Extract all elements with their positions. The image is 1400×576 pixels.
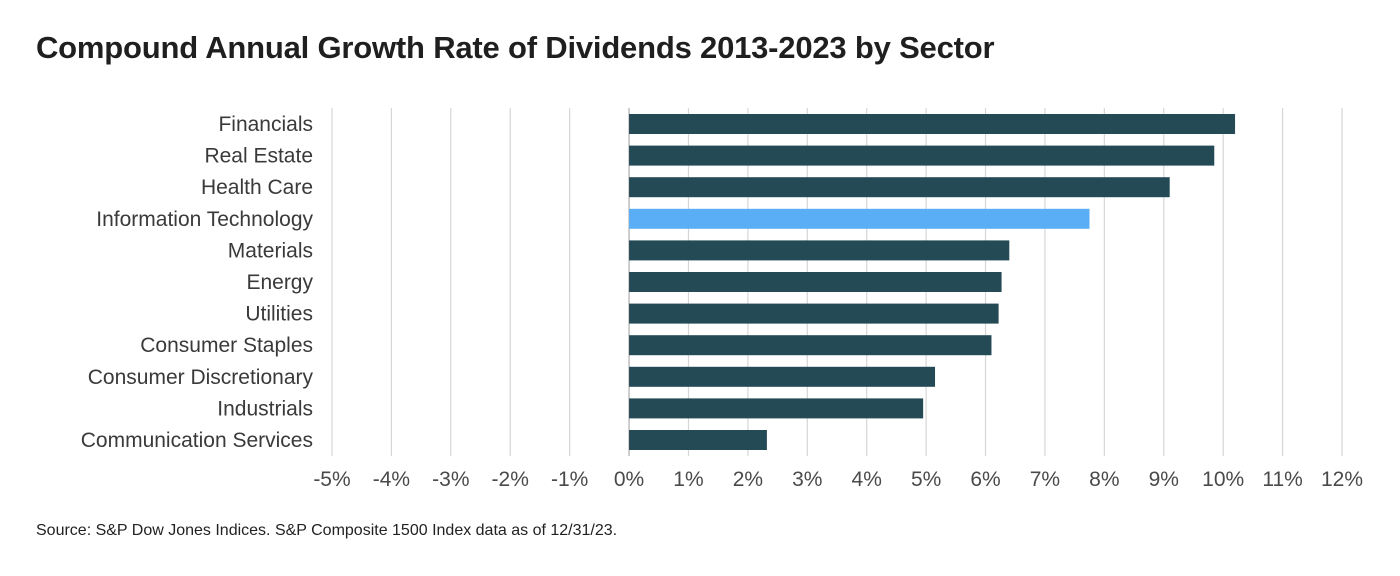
category-label: Utilities xyxy=(245,303,313,326)
category-label: Materials xyxy=(228,239,313,262)
bar-utilities xyxy=(629,303,999,324)
category-label: Information Technology xyxy=(96,208,313,231)
x-tick-label: -2% xyxy=(492,468,529,491)
category-label: Health Care xyxy=(201,176,313,199)
x-tick-label: 7% xyxy=(1030,468,1060,491)
category-label: Communication Services xyxy=(81,429,313,452)
category-labels: Financials Real Estate Health Care Informat… xyxy=(81,113,314,452)
category-label: Consumer Staples xyxy=(140,334,313,357)
bar-materials xyxy=(629,240,1010,261)
x-tick-label: -1% xyxy=(551,468,588,491)
bar-real-estate xyxy=(629,145,1215,166)
x-tick-label: -4% xyxy=(373,468,410,491)
bar-industrials xyxy=(629,398,924,419)
x-tick-label: 4% xyxy=(852,468,882,491)
bars xyxy=(629,114,1236,450)
bar-information-technology xyxy=(629,208,1090,229)
x-tick-label: 0% xyxy=(614,468,644,491)
x-tick-label: 5% xyxy=(911,468,941,491)
category-label: Consumer Discretionary xyxy=(88,366,314,389)
x-tick-label: 9% xyxy=(1149,468,1179,491)
bar-energy xyxy=(629,272,1002,292)
x-tick-label: 10% xyxy=(1202,468,1244,491)
x-tick-label: 2% xyxy=(733,468,763,491)
category-label: Real Estate xyxy=(204,145,313,168)
x-axis-tick-labels: -5% -4% -3% -2% -1% 0% 1% 2% 3% 4% 5% 6% 7% 8% 9% 10% 11… xyxy=(313,468,1363,491)
x-tick-label: 12% xyxy=(1321,468,1363,491)
category-label: Financials xyxy=(218,113,313,136)
x-tick-label: -5% xyxy=(313,468,350,491)
category-label: Industrials xyxy=(217,397,313,420)
bar-communication-services xyxy=(629,430,767,450)
x-tick-label: 11% xyxy=(1262,468,1302,491)
x-tick-label: 6% xyxy=(970,468,1000,491)
bar-consumer-staples xyxy=(629,335,992,356)
source-note: Source: S&P Dow Jones Indices. S&P Compo… xyxy=(36,522,618,539)
x-tick-label: -3% xyxy=(432,468,469,491)
x-tick-label: 1% xyxy=(673,468,703,491)
category-label: Energy xyxy=(246,271,313,294)
bar-chart: Financials Real Estate Health Care Informat… xyxy=(81,108,1363,491)
bar-health-care xyxy=(629,177,1170,198)
bar-financials xyxy=(629,114,1236,134)
bar-consumer-discretionary xyxy=(629,366,936,387)
chart-title: Compound Annual Growth Rate of Dividends… xyxy=(36,30,995,65)
x-tick-label: 3% xyxy=(792,468,822,491)
x-tick-label: 8% xyxy=(1089,468,1119,491)
